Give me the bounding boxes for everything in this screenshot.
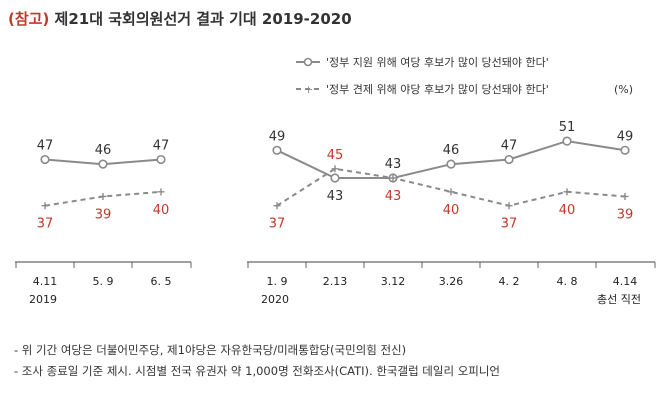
- check-point: [447, 188, 455, 196]
- x-tick-label: 4.14: [613, 275, 638, 288]
- check-data-label: 37: [37, 217, 54, 232]
- support-point: [272, 145, 282, 155]
- x-tick-label: 4. 8: [557, 275, 578, 288]
- support-data-label: 46: [443, 143, 460, 158]
- support-point: [98, 159, 108, 169]
- support-data-label: 49: [269, 129, 286, 144]
- footnote-1: - 위 기간 여당은 더불어민주당, 제1야당은 자유한국당/미래통합당(국민의…: [14, 343, 407, 357]
- check-point: [99, 192, 107, 200]
- support-point: [330, 173, 340, 183]
- support-point: [562, 136, 572, 146]
- x-tick-label: 3.12: [381, 275, 406, 288]
- support-point: [156, 154, 166, 165]
- x-tick-label: 3.26: [439, 275, 464, 288]
- x-tick-label: 4.11: [33, 275, 58, 288]
- legend: '정부 지원 위해 여당 후보가 많이 당선돼야 한다' + '정부 견제 위해…: [296, 55, 633, 96]
- check-point: [331, 165, 339, 173]
- check-data-label: 43: [385, 189, 402, 204]
- x-tick-label: 6. 5: [151, 275, 172, 288]
- check-point: [621, 192, 629, 200]
- x-tick-label: 2.13: [323, 275, 348, 288]
- legend-check-marker: +: [304, 83, 313, 96]
- chart-title: (참고) 제21대 국회의원선거 결과 기대 2019-2020: [8, 8, 352, 29]
- support-data-label: 47: [501, 139, 518, 154]
- check-data-label: 39: [617, 207, 634, 222]
- support-point: [620, 145, 630, 155]
- line-chart: '정부 지원 위해 여당 후보가 많이 당선돼야 한다' + '정부 견제 위해…: [15, 55, 656, 306]
- support-point: [504, 154, 514, 165]
- support-data-label: 47: [37, 139, 54, 154]
- legend-support-label: '정부 지원 위해 여당 후보가 많이 당선돼야 한다': [326, 55, 549, 69]
- check-data-label: 45: [327, 148, 344, 163]
- support-point: [40, 154, 50, 165]
- support-data-label: 43: [327, 189, 344, 204]
- support-data-label: 47: [153, 139, 170, 154]
- support-data-label: 51: [559, 120, 576, 135]
- check-data-label: 40: [153, 203, 170, 218]
- support-data-label: 43: [385, 157, 402, 172]
- check-data-label: 37: [269, 217, 286, 232]
- x-group-label: 2020: [261, 293, 289, 306]
- check-point: [157, 188, 165, 196]
- title-text: 제21대 국회의원선거 결과 기대 2019-2020: [54, 10, 352, 28]
- x-tick-label: 1. 9: [267, 275, 288, 288]
- footnotes: - 위 기간 여당은 더불어민주당, 제1야당은 자유한국당/미래통합당(국민의…: [14, 340, 500, 382]
- legend-check-label: '정부 견제 위해 야당 후보가 많이 당선돼야 한다': [326, 82, 549, 96]
- x-axis: 4.11 5. 9 6. 5 1. 9 2.13 3.12 3.26 4. 2 4. 8 4.14…: [15, 261, 656, 306]
- check-data-label: 40: [559, 203, 576, 218]
- check-point: [41, 202, 49, 210]
- check-data-label: 39: [95, 207, 112, 222]
- support-data-label: 46: [95, 143, 112, 158]
- x-tick-note: 총선 직전: [597, 293, 641, 306]
- x-tick-label: 5. 9: [93, 275, 114, 288]
- check-point: [273, 202, 281, 210]
- check-point: [389, 174, 397, 182]
- check-point: [505, 202, 513, 210]
- legend-unit: (%): [614, 83, 633, 96]
- support-point: [446, 159, 456, 169]
- support-data-label: 49: [617, 129, 634, 144]
- reference-label: (참고): [8, 10, 50, 28]
- legend-support-marker: [303, 57, 313, 67]
- x-group-label: 2019: [29, 293, 57, 306]
- check-data-label: 40: [443, 203, 460, 218]
- footnote-2: - 조사 종료일 기준 제시. 시점별 전국 유권자 약 1,000명 전화조사…: [14, 364, 501, 378]
- data-labels: 47 46 47 49 43 43 46 47 51 49 37 39 40 37 45 43 40 37 40 39: [37, 120, 634, 232]
- check-data-label: 37: [501, 217, 518, 232]
- check-point: [563, 188, 571, 196]
- x-tick-label: 4. 2: [499, 275, 520, 288]
- series-markers: [40, 136, 630, 210]
